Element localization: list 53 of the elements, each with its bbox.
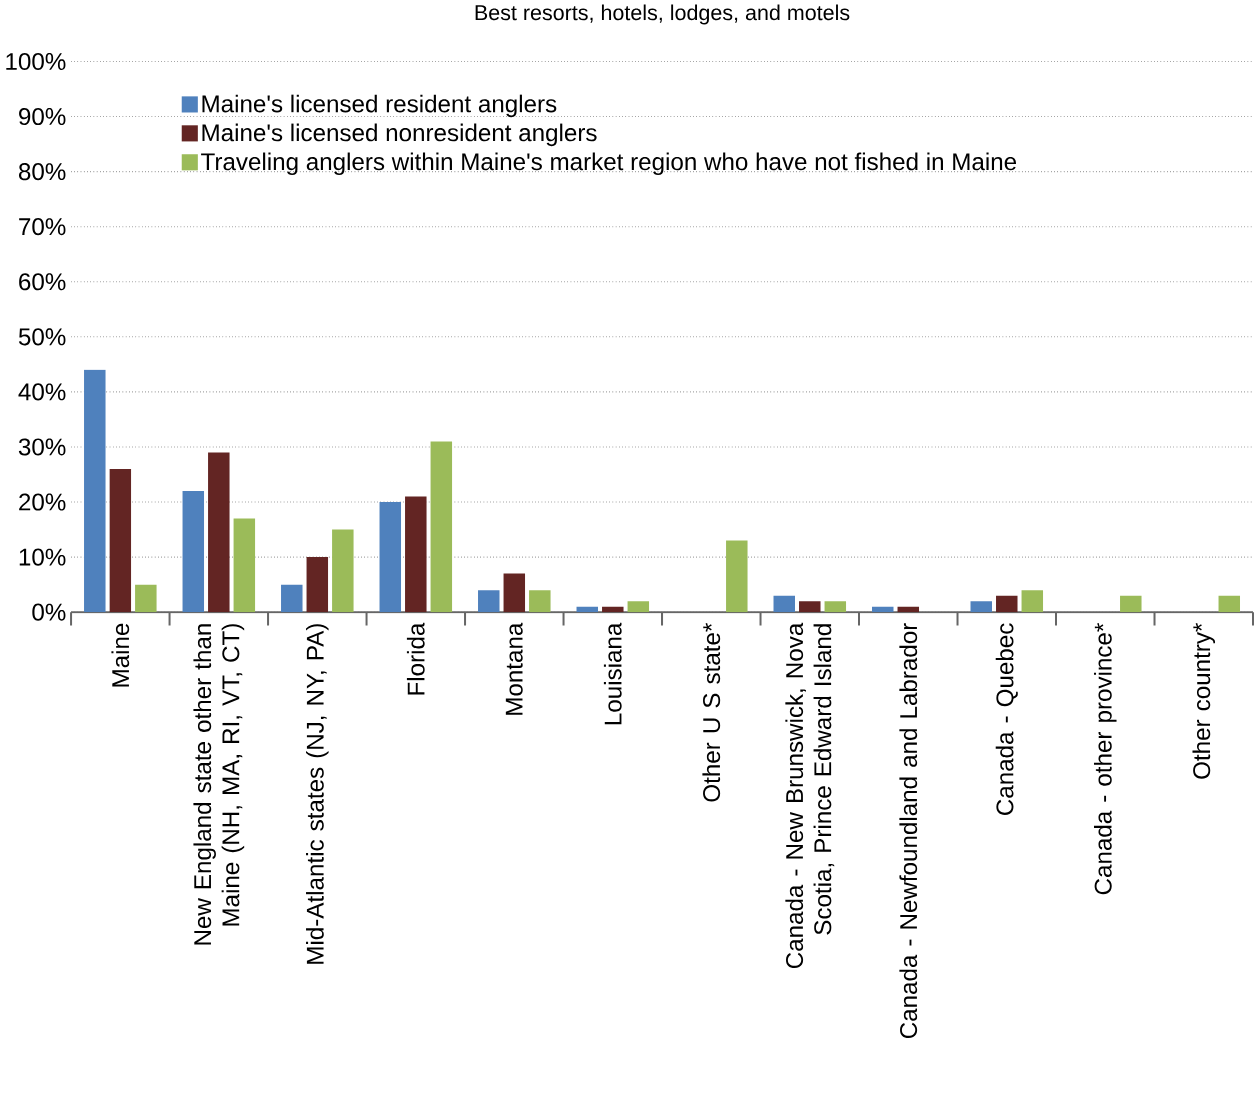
bar	[503, 573, 526, 613]
bar	[1021, 590, 1044, 613]
y-tick-label: 50%	[18, 328, 66, 346]
bar	[233, 518, 256, 613]
x-tick-label: Other U S state*	[702, 622, 721, 802]
x-tick-label: Canada - Newfoundland and Labrador	[899, 623, 918, 1038]
bar	[84, 369, 106, 613]
y-tick-label: 30%	[18, 438, 66, 456]
bar	[379, 501, 402, 613]
x-tick-label: Maine	[111, 623, 130, 687]
bar	[182, 490, 205, 613]
bar	[281, 584, 303, 613]
bar	[799, 601, 821, 613]
bar	[602, 606, 624, 613]
chart-title: Best resorts, hotels, lodges, and motels	[475, 4, 850, 25]
y-tick-label: 40%	[18, 383, 66, 401]
bar	[726, 540, 748, 613]
x-tick-label: New England state other than Maine (NH, MA, RI, VT, CT)	[193, 624, 245, 945]
bar	[996, 595, 1018, 613]
x-tick-label: Mid-Atlantic states (NJ, NY, PA)	[306, 624, 329, 964]
bar	[773, 595, 796, 613]
x-tick-label: Canada - Quebec	[995, 623, 1018, 815]
y-tick-label: 10%	[19, 548, 66, 566]
bar	[405, 496, 427, 613]
x-tick-label: Louisiana	[603, 622, 622, 725]
bar	[1120, 595, 1142, 613]
bar	[135, 584, 157, 613]
bar	[306, 557, 329, 613]
x-tick-label: Canada - New Brunswick, Nova Scotia, Prince Edward Island	[785, 622, 835, 968]
y-tick-label: 90%	[19, 107, 66, 126]
x-tick-label: Montana	[505, 622, 523, 715]
bar	[824, 601, 847, 613]
bar	[627, 601, 650, 613]
legend-label: Maine's licensed resident anglers	[202, 94, 557, 118]
bar	[109, 468, 132, 613]
bar	[1218, 595, 1241, 613]
y-tick-label: 80%	[18, 162, 66, 181]
y-tick-label: 20%	[19, 493, 66, 511]
x-tick-label: Florida	[406, 622, 425, 695]
y-tick-label: 100%	[6, 52, 66, 70]
x-tick-label: Canada - other province*	[1093, 623, 1117, 895]
bar	[208, 452, 230, 613]
bar	[478, 590, 500, 613]
x-tick-label: Other country*	[1192, 622, 1216, 779]
legend-label: Traveling anglers within Maine's market region who have not fished in Maine	[201, 152, 1017, 175]
legend-label: Maine's licensed nonresident anglers	[202, 123, 597, 147]
bar	[529, 590, 551, 613]
bar	[430, 441, 453, 613]
y-tick-label: 70%	[19, 218, 66, 236]
y-tick-label: 0%	[32, 603, 66, 621]
y-tick-label: 60%	[19, 273, 66, 291]
bar	[332, 529, 354, 613]
bar	[970, 601, 992, 613]
